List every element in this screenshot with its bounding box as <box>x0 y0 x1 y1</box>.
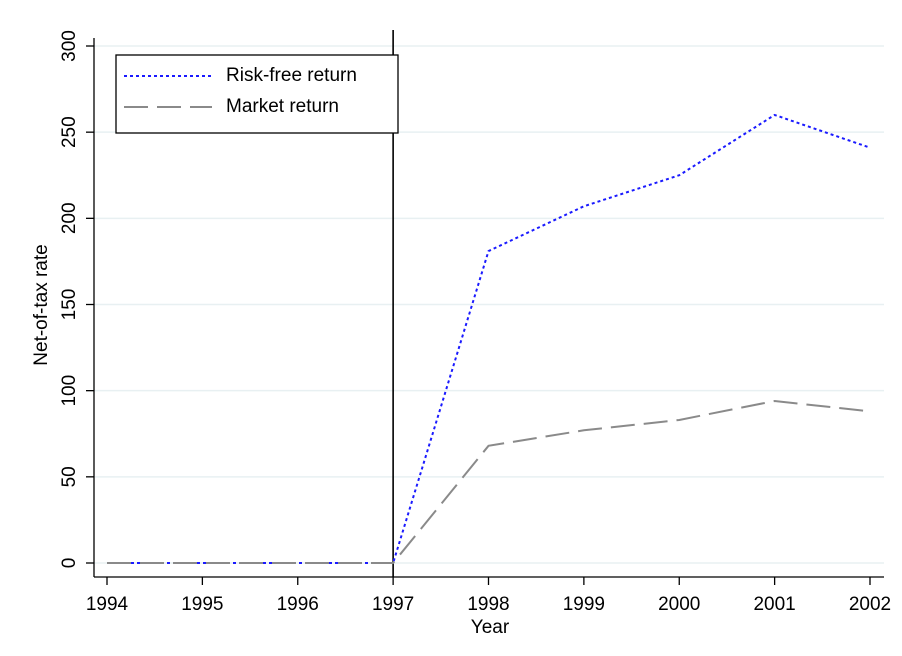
x-tick-label: 1996 <box>277 594 319 615</box>
series-line <box>107 399 871 564</box>
x-tick-label: 2001 <box>753 594 795 615</box>
legend-box <box>115 54 399 134</box>
y-tick-label: 200 <box>59 202 80 234</box>
y-tick-label: 50 <box>59 466 80 487</box>
x-tick-label: 1997 <box>372 594 414 615</box>
x-tick-label: 2000 <box>658 594 700 615</box>
y-tick-label: 250 <box>59 116 80 148</box>
y-tick-label: 100 <box>59 375 80 407</box>
x-axis-title: Year <box>471 617 510 638</box>
y-tick-label: 300 <box>59 30 80 62</box>
legend-label: Market return <box>226 96 339 117</box>
legend-label: Risk-free return <box>226 65 357 86</box>
y-tick-label: 150 <box>59 289 80 321</box>
x-tick-label: 1999 <box>563 594 605 615</box>
x-tick-label: 1994 <box>86 594 129 615</box>
series-line <box>107 113 871 564</box>
x-tick-label: 2002 <box>849 594 891 615</box>
y-axis-title: Net-of-tax rate <box>31 244 52 365</box>
y-tick-label: 0 <box>59 558 80 569</box>
x-tick-label: 1995 <box>181 594 223 615</box>
x-tick-label: 1998 <box>467 594 509 615</box>
